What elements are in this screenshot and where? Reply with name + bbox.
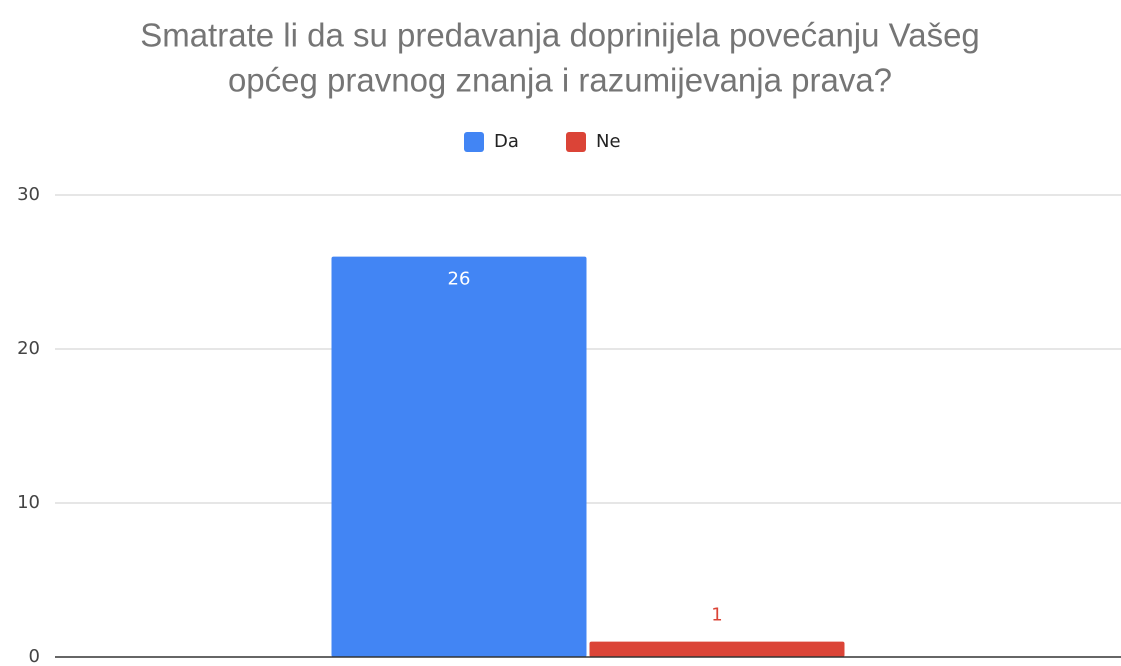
- chart-title: općeg pravnog znanja i razumijevanja pra…: [228, 62, 892, 99]
- legend-label: Ne: [596, 131, 621, 152]
- y-tick-label: 20: [17, 338, 40, 359]
- legend-swatch: [464, 132, 484, 152]
- data-label: 26: [448, 269, 471, 290]
- legend-label: Da: [494, 131, 519, 152]
- legend-swatch: [566, 132, 586, 152]
- bar: [589, 641, 845, 657]
- bar: [331, 256, 587, 657]
- data-label: 1: [711, 605, 722, 626]
- y-tick-label: 30: [17, 184, 40, 205]
- y-tick-label: 10: [17, 492, 40, 513]
- y-tick-label: 0: [29, 646, 40, 666]
- chart-title: Smatrate li da su predavanja doprinijela…: [140, 17, 980, 54]
